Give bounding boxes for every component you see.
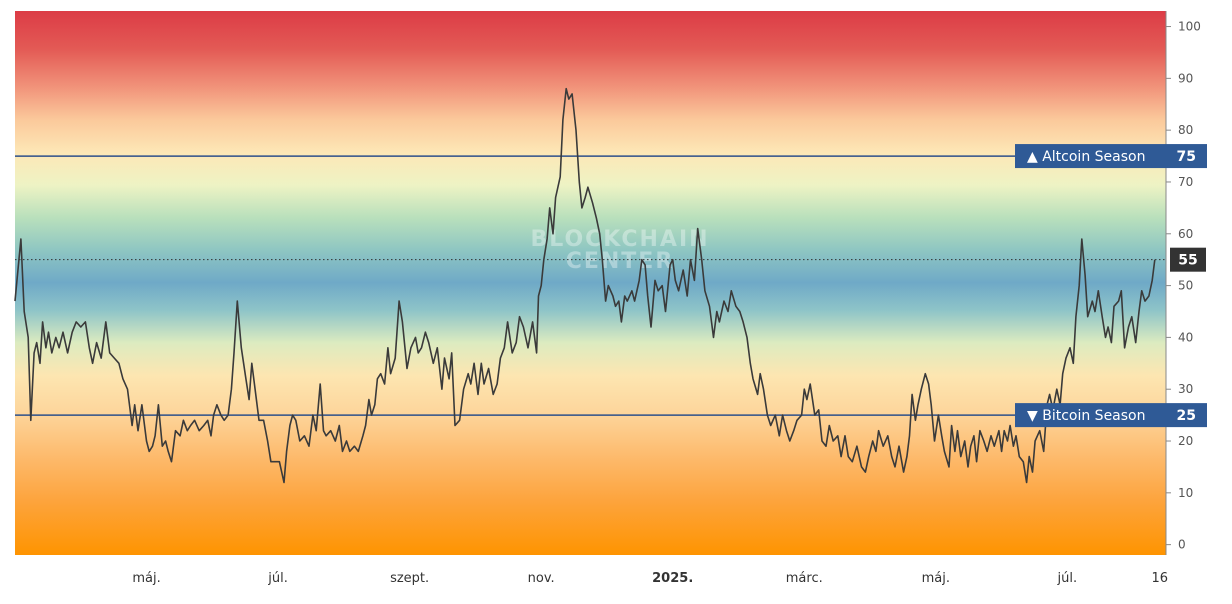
plot-background	[15, 11, 1166, 555]
y-tick-label: 50	[1178, 279, 1193, 293]
y-tick-label: 80	[1178, 123, 1193, 137]
y-tick-label: 90	[1178, 71, 1193, 85]
reference-lines	[15, 155, 1166, 416]
y-tick-label: 20	[1178, 434, 1193, 448]
y-tick-label: 100	[1178, 20, 1201, 34]
altcoin-season-badge-bg	[1015, 144, 1207, 169]
x-tick-label: 2025.	[652, 571, 693, 586]
y-tick-label: 60	[1178, 227, 1193, 241]
x-axis: máj. júl. szept. nov. 2025. márc. máj. júl. 16	[132, 571, 1168, 586]
series-line	[14, 87, 1156, 484]
x-tick-label: 16	[1151, 571, 1168, 586]
x-tick-label: júl.	[1057, 571, 1078, 586]
bitcoin-season-badge-label: ▼ Bitcoin Season	[1027, 408, 1146, 424]
watermark-line1: BLOCKCHAIN	[530, 227, 709, 252]
series-layer	[14, 87, 1156, 484]
current-value-badge-bg	[1170, 247, 1206, 272]
bitcoin-season-badge-bg	[1015, 403, 1207, 428]
y-tick-label: 30	[1178, 382, 1193, 396]
watermark-line2: CENTER	[566, 249, 675, 274]
x-tick-label: máj.	[922, 571, 950, 586]
y-tick-label: 10	[1178, 486, 1193, 500]
x-tick-label: nov.	[528, 571, 555, 586]
x-tick-label: máj.	[132, 571, 160, 586]
current-value-badge: 55	[1170, 247, 1206, 272]
bitcoin-season-badge-value: 25	[1177, 408, 1196, 424]
bitcoin-season-badge: ▼ Bitcoin Season 25	[1015, 403, 1207, 428]
altcoin-season-badge: ▲ Altcoin Season 75	[1015, 144, 1207, 169]
x-tick-label: márc.	[786, 571, 823, 586]
watermark: BLOCKCHAIN CENTER	[530, 227, 709, 274]
x-tick-label: júl.	[267, 571, 288, 586]
y-tick-label: 70	[1178, 175, 1193, 189]
altcoin-season-badge-label: ▲ Altcoin Season	[1027, 149, 1145, 165]
y-axis: 0 10 20 30 40 50 60 70 80 90 100	[1166, 20, 1201, 552]
x-tick-label: szept.	[390, 571, 429, 586]
y-tick-label: 0	[1178, 538, 1186, 552]
badges: ▲ Altcoin Season 75 ▼ Bitcoin Season 25 55	[1015, 144, 1207, 428]
current-value-badge-text: 55	[1178, 253, 1197, 269]
y-tick-label: 40	[1178, 330, 1193, 344]
altcoin-season-badge-value: 75	[1177, 149, 1196, 165]
